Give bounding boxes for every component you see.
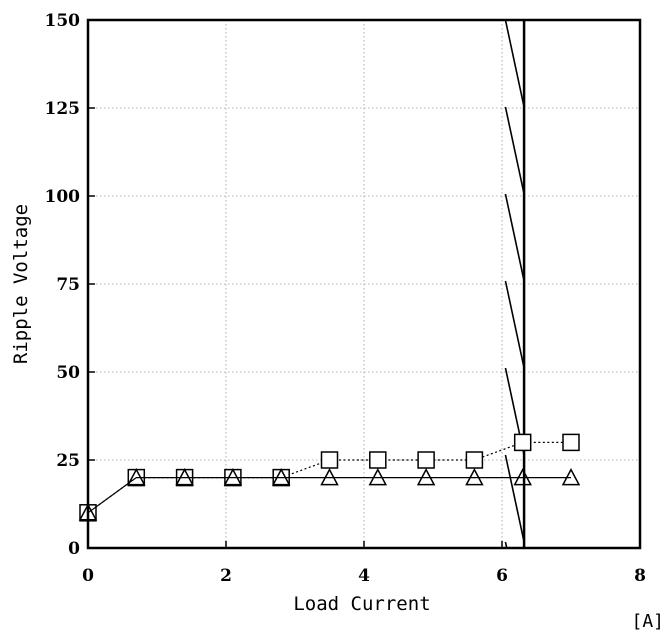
x-tick-label: 6 bbox=[496, 566, 508, 586]
square-marker bbox=[562, 433, 580, 452]
x-tick-label: 8 bbox=[634, 566, 646, 586]
x-unit-label: [A] bbox=[631, 611, 664, 631]
y-tick-label: 100 bbox=[45, 187, 81, 207]
y-tick-label: 0 bbox=[68, 539, 80, 559]
y-axis-title: Ripple Voltage bbox=[10, 204, 32, 364]
triangle-marker bbox=[127, 468, 146, 486]
hatch-stroke bbox=[504, 193, 525, 282]
square-marker bbox=[465, 451, 484, 469]
hatch-stroke bbox=[504, 454, 525, 543]
axis-ticks: 0 2 4 6 8 0 25 50 75 100 125 150 bbox=[45, 11, 646, 586]
x-tick-label: 4 bbox=[358, 566, 370, 586]
square-marker bbox=[320, 451, 339, 469]
y-tick-label: 125 bbox=[45, 99, 81, 119]
hatch-stroke bbox=[504, 20, 525, 108]
triangle-marker bbox=[175, 468, 194, 486]
triangle-marker bbox=[416, 468, 436, 486]
triangle-marker bbox=[223, 468, 243, 486]
x-tick-label: 2 bbox=[220, 566, 232, 586]
triangle-marker bbox=[320, 468, 339, 486]
triangle-marker bbox=[465, 468, 484, 486]
grid-lines bbox=[88, 20, 640, 548]
square-marker bbox=[369, 451, 387, 469]
triangle-marker bbox=[561, 468, 581, 486]
triangle-marker bbox=[513, 468, 532, 486]
hatched-region bbox=[504, 20, 526, 548]
hatch-stroke bbox=[504, 280, 525, 369]
y-tick-label: 150 bbox=[45, 11, 81, 31]
x-axis-title: Load Current bbox=[293, 593, 430, 615]
hatch-stroke bbox=[504, 541, 508, 548]
square-marker bbox=[513, 433, 532, 452]
y-tick-label: 50 bbox=[56, 363, 80, 383]
triangle-marker bbox=[368, 468, 388, 486]
series-line bbox=[87, 477, 571, 514]
square-marker bbox=[417, 451, 435, 469]
series-layer bbox=[78, 433, 581, 522]
y-tick-label: 75 bbox=[56, 275, 80, 295]
series-triangle bbox=[78, 468, 581, 521]
y-tick-label: 25 bbox=[56, 451, 80, 471]
hatch-stroke bbox=[504, 106, 525, 195]
x-tick-label: 0 bbox=[82, 566, 94, 586]
triangle-marker bbox=[271, 468, 291, 486]
